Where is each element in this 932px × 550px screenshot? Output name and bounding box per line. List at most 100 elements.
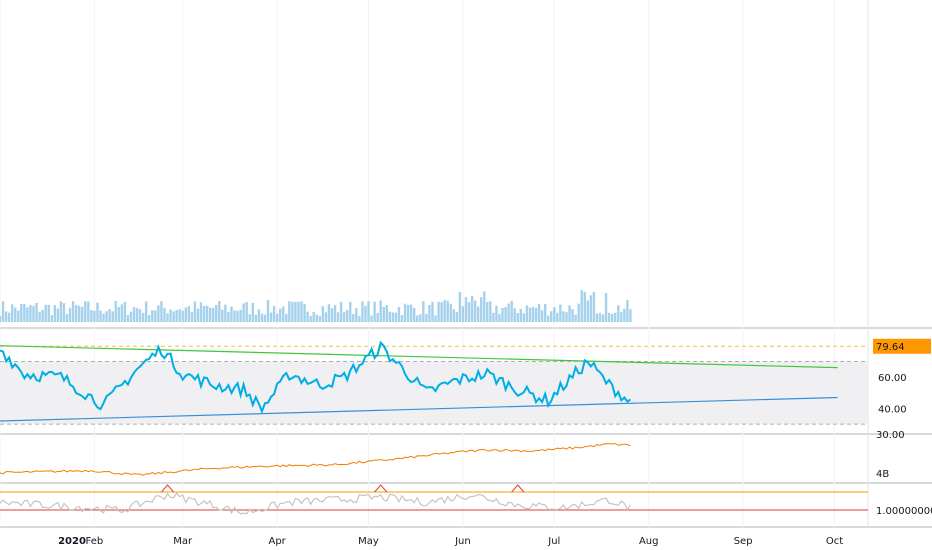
volume-bar (327, 304, 331, 322)
time-axis-label: Aug (639, 536, 659, 547)
volume-bar (534, 307, 538, 322)
volume-bar (330, 308, 334, 322)
volume-bar (96, 302, 99, 322)
volume-bar (449, 303, 452, 322)
volume-bar (434, 315, 437, 322)
volume-bar (306, 311, 309, 322)
volume-bar (111, 311, 114, 322)
volume-bar (93, 310, 96, 322)
volume-bar (553, 307, 556, 322)
volume-bar (35, 302, 38, 322)
volume-bar (74, 304, 78, 322)
volume-bar (215, 304, 218, 322)
volume-bar (409, 304, 413, 322)
time-axis-label: Jul (547, 536, 560, 547)
volume-bar (208, 307, 212, 322)
volume-bar (339, 301, 343, 322)
volume-bar (175, 310, 178, 322)
rsi-badge (873, 338, 931, 354)
volume-bar (260, 313, 264, 322)
time-axis-label: Sep (734, 536, 753, 547)
volume-bar (99, 310, 102, 322)
volume-bar (282, 306, 285, 322)
volume-bar (114, 301, 117, 322)
volume-bar (571, 309, 574, 322)
indicator4-spike (374, 484, 388, 493)
volume-bar (227, 311, 230, 322)
volume-bar (190, 312, 194, 322)
volume-bar (144, 301, 148, 322)
indicator4-line (0, 492, 631, 515)
volume-bar (507, 303, 510, 322)
volume-bar (29, 305, 32, 322)
volume-bar (464, 297, 468, 322)
volume-bar (105, 311, 108, 322)
volume-bar (617, 305, 620, 322)
volume-bar (50, 315, 53, 322)
volume-bar (367, 301, 370, 322)
rsi-line (0, 340, 631, 415)
volume-bar (266, 300, 270, 322)
volume-histogram (0, 290, 632, 322)
volume-bar (397, 306, 401, 322)
volume-bar (77, 305, 81, 322)
volume-bar (504, 307, 507, 322)
volume-bar (303, 303, 306, 322)
volume-bar (0, 315, 2, 322)
volume-bar (443, 300, 446, 322)
volume-bar (489, 301, 492, 322)
volume-bar (151, 310, 154, 322)
volume-bar (336, 312, 340, 322)
indicator4-spike (161, 484, 174, 493)
volume-bar (41, 310, 44, 322)
time-axis-label: 2020 (58, 536, 86, 547)
volume-bar (592, 291, 596, 322)
time-axis-label: Feb (86, 536, 104, 547)
volume-bar (278, 308, 282, 322)
volume-bar (126, 315, 130, 322)
indicator4-spike (511, 484, 525, 493)
volume-bar (513, 308, 516, 322)
volume-bar (218, 300, 221, 322)
volume-bar (300, 301, 303, 322)
volume-bar (239, 309, 242, 322)
volume-bar (193, 301, 197, 322)
volume-bar (87, 301, 90, 322)
volume-bar (629, 309, 632, 322)
volume-bar (361, 301, 364, 322)
volume-bar (135, 307, 139, 322)
rsi-axis-tick-label: 40.00 (878, 404, 907, 415)
volume-bar (382, 306, 385, 322)
volume-bar (583, 291, 586, 322)
volume-bar (510, 300, 513, 322)
volume-bar (352, 314, 355, 322)
volume-bar (394, 312, 398, 322)
volume-bar (178, 309, 181, 322)
volume-bar (385, 305, 388, 322)
volume-bar (559, 304, 562, 322)
volume-bar (400, 315, 404, 322)
volume-bar (540, 310, 544, 322)
volume-bar (358, 315, 361, 322)
volume-bar (138, 309, 142, 322)
volume-bar (65, 314, 69, 322)
volume-bar (452, 309, 455, 322)
volume-bar (90, 310, 93, 322)
volume-bar (501, 308, 504, 322)
volume-bar (406, 304, 410, 322)
time-axis-label: Jun (454, 536, 471, 547)
rsi-trendline-blue (0, 396, 838, 422)
volume-bar (20, 303, 23, 322)
time-axis-label: Apr (268, 536, 286, 547)
volume-bar (23, 303, 26, 322)
volume-bar (38, 312, 41, 322)
time-axis-label: Oct (826, 536, 843, 547)
volume-bar (172, 311, 175, 322)
volume-bar (129, 311, 133, 322)
rsi-axis-tick-label: 60.00 (878, 373, 907, 384)
volume-bar (370, 315, 373, 322)
volume-bar (71, 301, 75, 322)
volume-bar (376, 312, 379, 322)
